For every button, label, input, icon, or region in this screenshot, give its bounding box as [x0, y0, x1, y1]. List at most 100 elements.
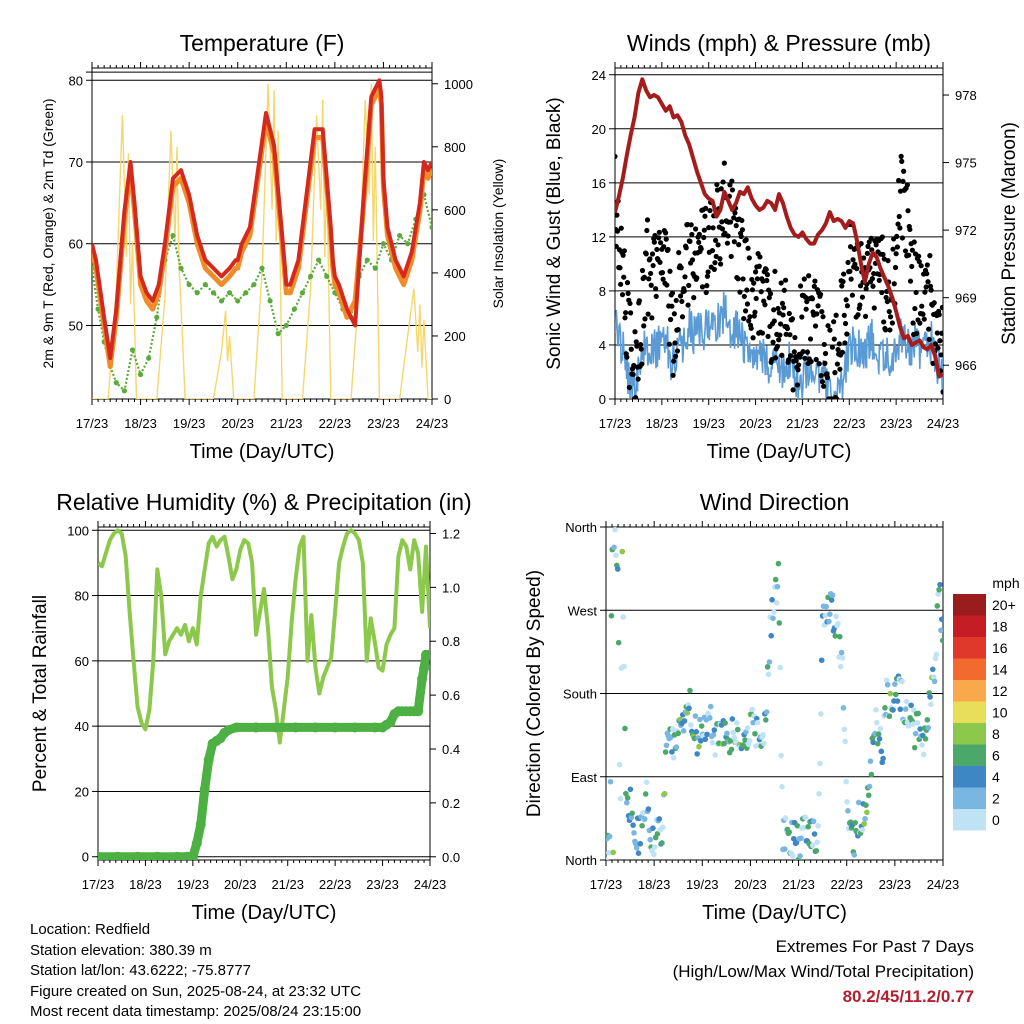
temperature-right-tick-label: 800: [444, 140, 466, 155]
gust-point: [752, 309, 758, 315]
rainfall-point: [385, 717, 396, 728]
wind-direction-point: [781, 846, 788, 852]
humidity-right-tick-label: 0.8: [442, 634, 460, 649]
legend-swatch: [953, 766, 986, 788]
gust-point: [639, 361, 645, 367]
gust-point: [756, 263, 762, 269]
rainfall-point: [112, 851, 123, 860]
gust-point: [776, 337, 782, 343]
gust-point: [771, 318, 777, 324]
temperature-right-tick-label: 0: [444, 392, 451, 407]
gust-point: [840, 279, 846, 285]
gust-point: [763, 266, 769, 273]
gust-point: [869, 276, 876, 282]
humidity-right-tick-label: 1.0: [442, 580, 460, 595]
wind-direction-point: [811, 831, 818, 837]
gust-point: [696, 231, 702, 237]
wind-direction-point: [939, 637, 943, 644]
gust-point: [913, 289, 919, 296]
gust-point: [907, 226, 913, 233]
gust-point: [663, 236, 669, 242]
wind-direction-point: [698, 723, 705, 729]
gust-point: [718, 186, 724, 192]
gust-point: [765, 333, 771, 340]
wind-direction-point: [882, 705, 888, 711]
gust-point: [812, 323, 819, 329]
wind-direction-point: [929, 666, 936, 673]
legend-label: 0: [992, 812, 1000, 828]
wind-direction-point: [911, 744, 918, 751]
gust-point: [887, 327, 893, 333]
wind-direction-point: [878, 748, 885, 755]
wind-direction-point: [832, 633, 839, 639]
gust-point: [858, 241, 864, 247]
wind-direction-point: [768, 632, 774, 639]
gust-point: [751, 280, 757, 286]
wind-direction-point: [883, 677, 890, 684]
wind-direction-point: [920, 751, 927, 758]
gust-point: [712, 260, 718, 266]
gust-point: [615, 212, 620, 218]
wind-direction-point: [763, 709, 770, 715]
winds-left-tick-label: 0: [599, 392, 606, 407]
wind-direction-point: [873, 707, 879, 713]
wind-direction-point: [681, 718, 688, 724]
wind-direction-point: [639, 822, 645, 829]
gust-point: [865, 243, 871, 249]
direction-left-tick-label: North: [565, 520, 597, 535]
wind-direction-point: [680, 728, 687, 734]
gust-point: [793, 358, 799, 364]
wind-direction-point: [642, 816, 648, 822]
wind-direction-point: [696, 743, 702, 750]
gust-point: [696, 239, 702, 245]
gust-point: [753, 295, 759, 302]
temperature-time-tick-label: 24/23: [416, 416, 449, 431]
gust-point: [667, 268, 673, 274]
gust-point: [699, 284, 706, 290]
wind-direction-point: [627, 786, 634, 793]
gust-point: [817, 291, 824, 298]
wind-direction-point: [770, 615, 776, 622]
wind-direction-point: [864, 809, 870, 816]
gust-point: [653, 293, 659, 299]
gust-point: [834, 396, 840, 399]
dewpoint-line: [92, 190, 432, 394]
gust-point: [931, 300, 937, 306]
gust-point: [940, 389, 943, 395]
gust-point: [879, 289, 885, 296]
wind-direction-point: [884, 681, 891, 688]
gust-point: [743, 237, 749, 243]
gust-point: [648, 282, 654, 288]
wind-direction-point: [938, 627, 943, 634]
wind-direction-point: [928, 701, 934, 708]
gust-point: [811, 283, 817, 289]
wind-direction-point: [927, 694, 933, 700]
wind-direction-point: [777, 664, 784, 671]
rainfall-point: [191, 838, 202, 849]
wind-direction-point: [697, 716, 703, 723]
wind-direction-point: [623, 799, 630, 806]
legend-label: 12: [992, 683, 1008, 699]
gust-point: [783, 331, 789, 337]
wind-direction-point: [842, 738, 849, 745]
wind-direction-point: [615, 639, 622, 646]
gust-point: [842, 340, 848, 346]
gust-point: [825, 323, 831, 329]
gust-point: [781, 287, 787, 293]
wind-direction-point: [620, 614, 626, 620]
gust-point: [627, 300, 633, 307]
direction-time-tick-label: 21/23: [782, 877, 815, 892]
gust-point: [919, 303, 925, 309]
station-info: Location: Redfield Station elevation: 38…: [30, 920, 361, 1023]
wind-direction-point: [826, 618, 832, 625]
winds-ylabel-right: Station Pressure (Maroon): [999, 122, 1020, 345]
gust-point: [676, 250, 682, 256]
gust-point: [821, 383, 827, 389]
wind-direction-point: [875, 731, 882, 737]
gust-point: [829, 344, 836, 350]
gust-point: [883, 294, 889, 301]
wind-direction-point: [613, 552, 619, 559]
gust-point: [778, 280, 784, 286]
gust-point: [681, 288, 687, 294]
gust-point: [863, 285, 869, 292]
